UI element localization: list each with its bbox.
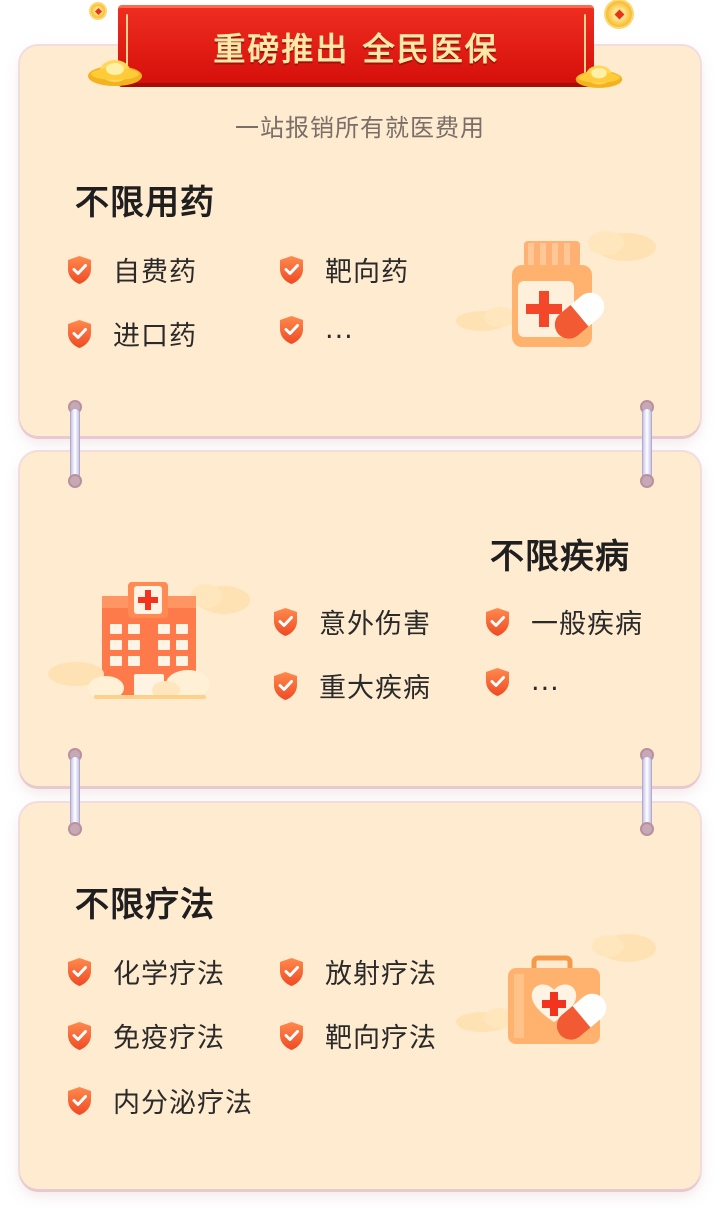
list-item: 内分泌疗法 bbox=[66, 1081, 253, 1120]
binder-ring bbox=[640, 748, 654, 836]
list-item: 靶向药 bbox=[278, 250, 409, 289]
gold-ingot-icon bbox=[575, 65, 623, 88]
shield-check-icon bbox=[278, 1021, 305, 1051]
section-heading-medication: 不限用药 bbox=[67, 175, 223, 224]
binder-ring bbox=[640, 400, 654, 488]
list-item: 重大疾病 bbox=[272, 666, 431, 705]
list-item: 自费药 bbox=[66, 250, 197, 289]
medicine-bottle-icon bbox=[456, 231, 656, 347]
list-item: 一般疾病 bbox=[484, 602, 643, 641]
list-item: 免疫疗法 bbox=[66, 1016, 225, 1055]
shield-check-icon bbox=[278, 255, 305, 285]
section-card-medication bbox=[20, 46, 700, 436]
binder-ring bbox=[68, 400, 82, 488]
shield-check-icon bbox=[66, 957, 93, 987]
list-item: 靶向疗法 bbox=[278, 1016, 437, 1055]
section-heading-disease: 不限疾病 bbox=[482, 529, 638, 578]
list-item: ... bbox=[484, 666, 560, 697]
coin-icon bbox=[606, 1, 632, 27]
list-item: 意外伤害 bbox=[272, 602, 431, 641]
coin-icon bbox=[91, 4, 105, 18]
shield-check-icon bbox=[66, 255, 93, 285]
shield-check-icon bbox=[66, 1021, 93, 1051]
shield-check-icon bbox=[272, 607, 299, 637]
shield-check-icon bbox=[66, 319, 93, 349]
shield-check-icon bbox=[484, 607, 511, 637]
list-item: 化学疗法 bbox=[66, 952, 225, 991]
shield-check-icon bbox=[278, 957, 305, 987]
list-item: ... bbox=[278, 314, 354, 345]
banner-ribbon: 重磅推出 全民医保 bbox=[118, 5, 594, 83]
shield-check-icon bbox=[278, 315, 305, 345]
shield-check-icon bbox=[272, 671, 299, 701]
banner-title: 重磅推出 全民医保 bbox=[213, 30, 499, 68]
list-item: 进口药 bbox=[66, 314, 197, 353]
section-heading-therapy: 不限疗法 bbox=[67, 877, 223, 926]
hospital-icon bbox=[48, 582, 250, 700]
list-item: 放射疗法 bbox=[278, 952, 437, 991]
gold-ingot-icon bbox=[88, 60, 142, 86]
shield-check-icon bbox=[66, 1086, 93, 1116]
medical-kit-icon bbox=[456, 934, 656, 1044]
shield-check-icon bbox=[484, 667, 511, 697]
binder-ring bbox=[68, 748, 82, 836]
banner-subtitle: 一站报销所有就医费用 bbox=[235, 114, 485, 142]
